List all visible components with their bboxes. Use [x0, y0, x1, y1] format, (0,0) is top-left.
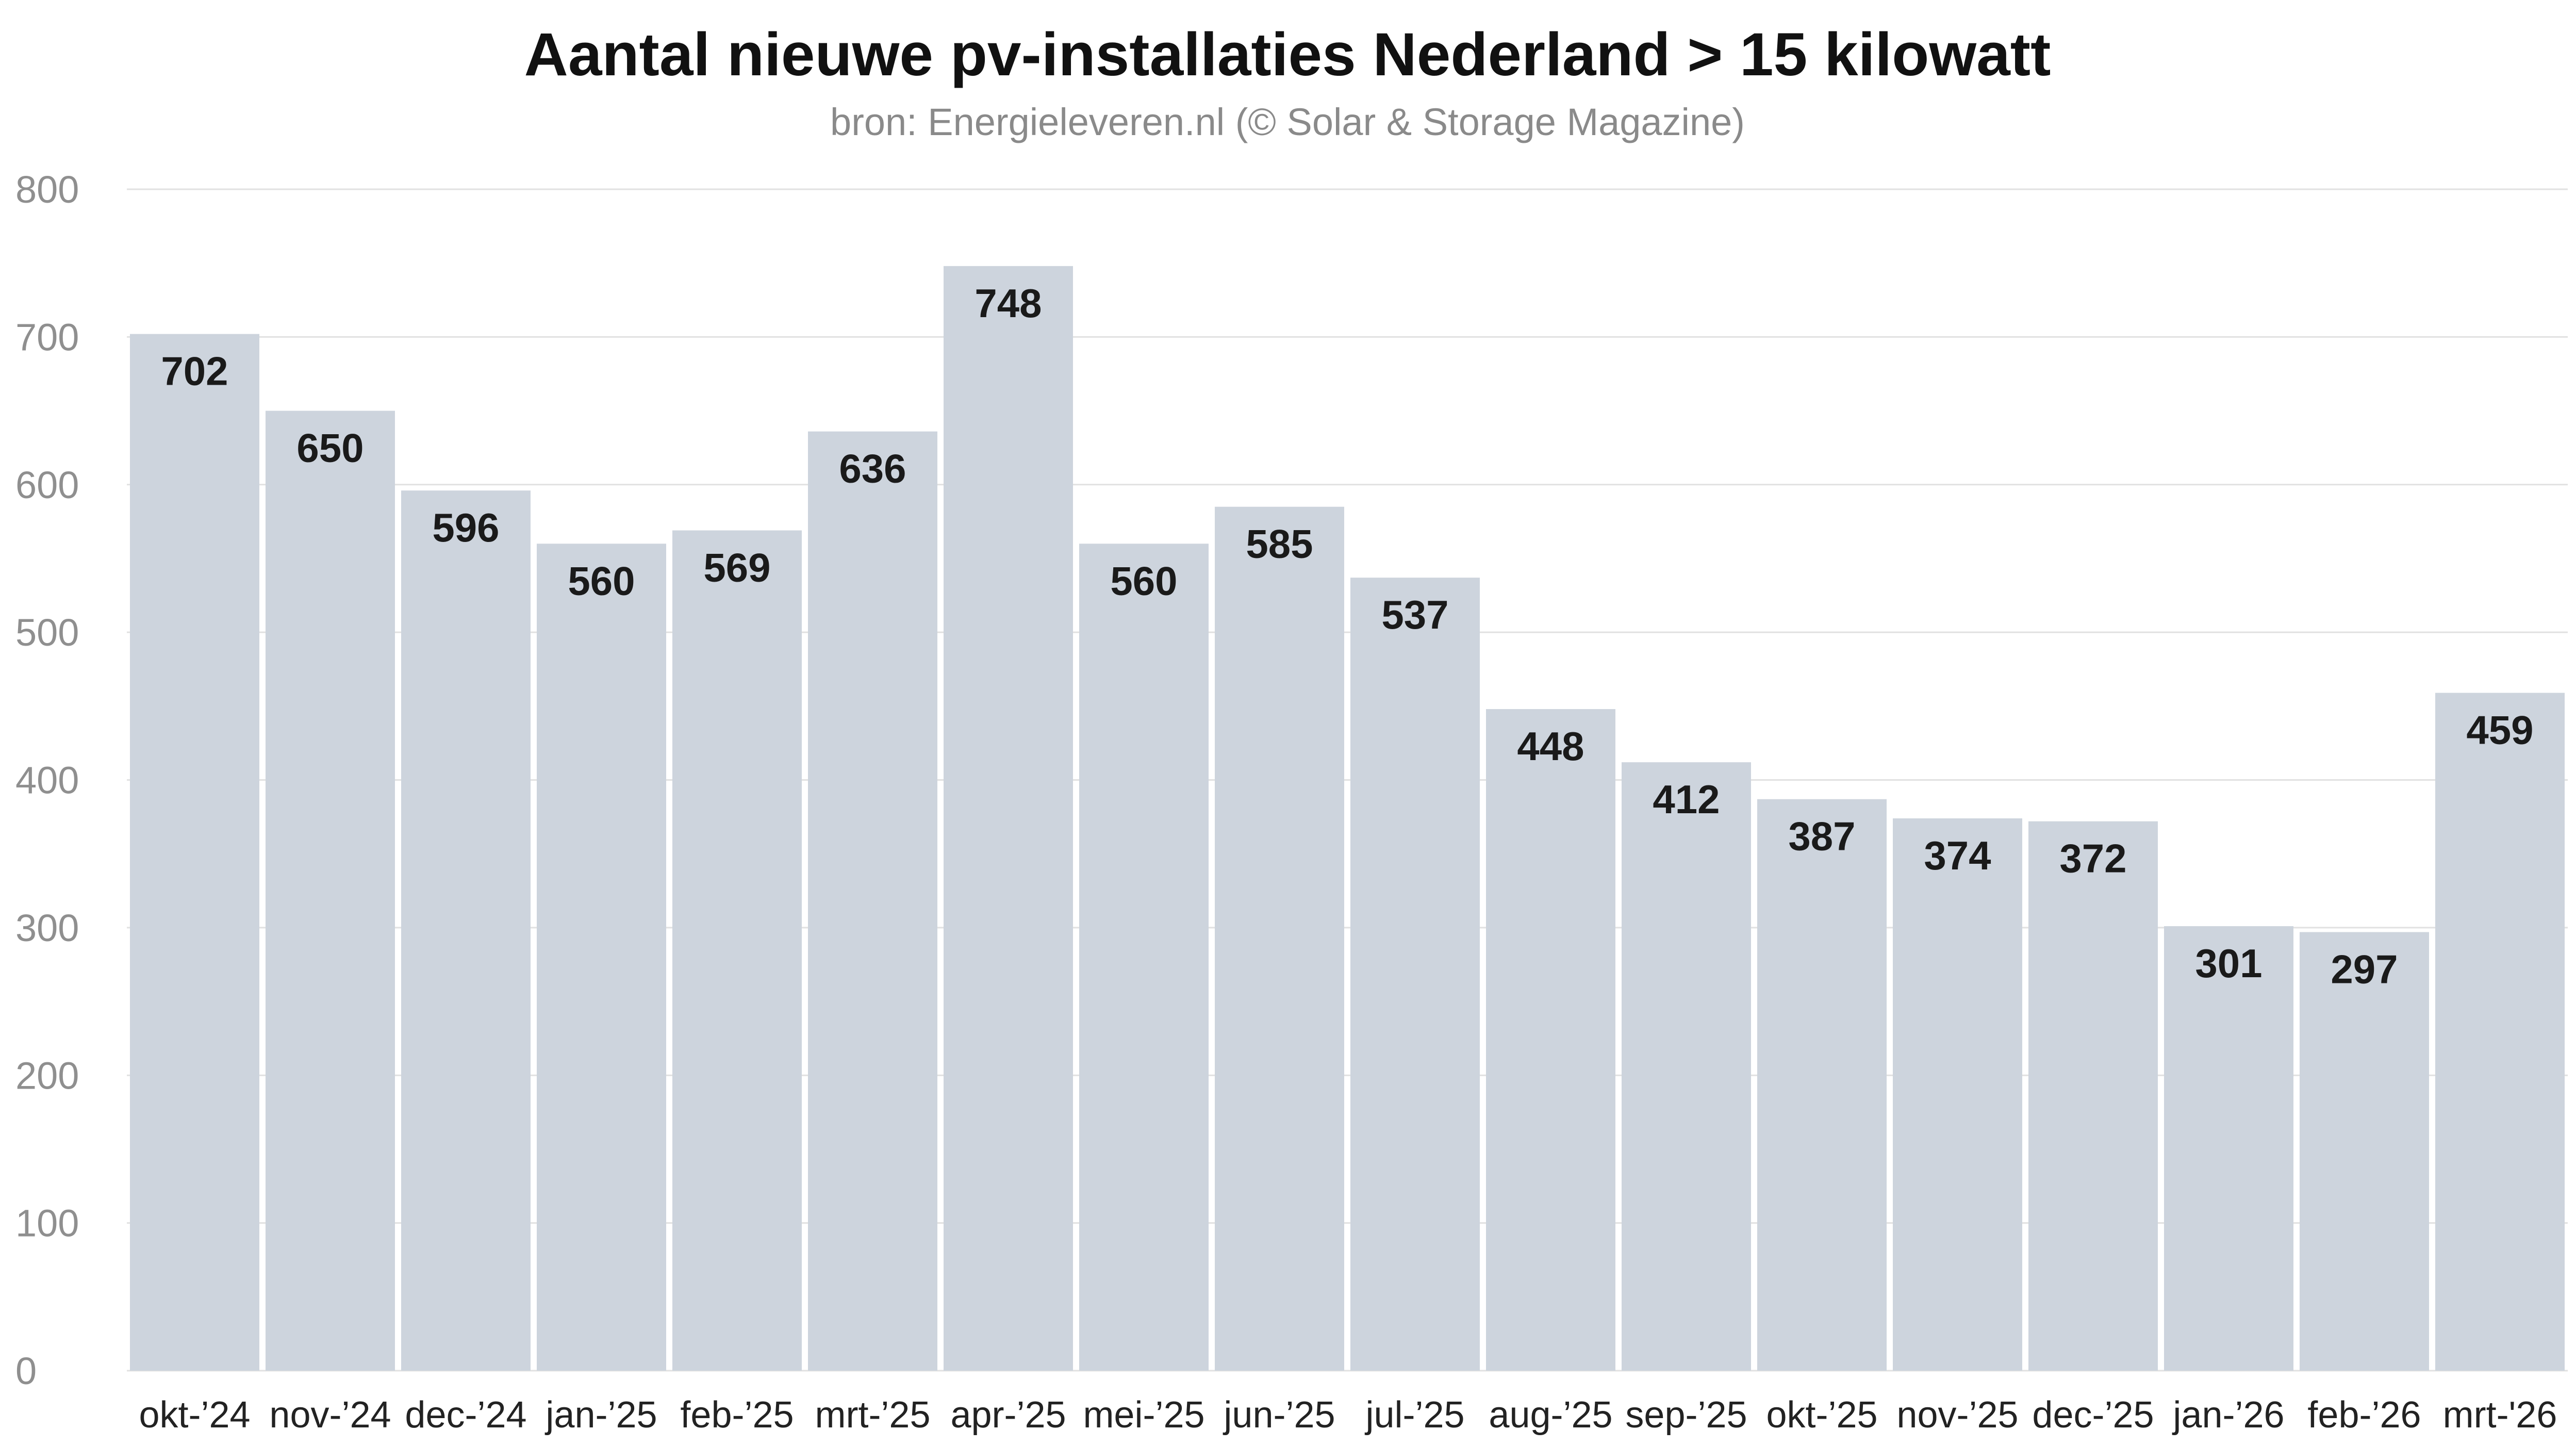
y-tick-label: 700 [15, 316, 79, 358]
data-label: 596 [432, 505, 499, 550]
chart-title: Aantal nieuwe pv-installaties Nederland … [524, 21, 2051, 89]
data-label: 412 [1653, 777, 1720, 822]
y-axis: 0 100 200 300 400 500 600 700 800 [15, 168, 79, 1392]
x-tick-label: nov-’25 [1896, 1394, 2018, 1436]
x-axis: okt-’24 nov-’24 dec-’24 jan-’25 feb-’25 mrt-’… [139, 1394, 2557, 1436]
x-tick-label: mrt-’25 [815, 1394, 930, 1436]
data-label: 560 [568, 558, 635, 603]
y-tick-label: 600 [15, 464, 79, 506]
y-tick-label: 100 [15, 1202, 79, 1245]
bar [130, 334, 259, 1371]
chart-subtitle: bron: Energieleveren.nl (© Solar & Stora… [830, 101, 1745, 143]
x-tick-label: okt-’24 [139, 1394, 250, 1436]
data-label: 297 [2331, 946, 2398, 992]
data-label: 702 [161, 349, 228, 394]
data-label: 636 [839, 446, 906, 491]
y-tick-label: 500 [15, 611, 79, 654]
bar [2435, 693, 2565, 1371]
data-label: 748 [975, 281, 1042, 326]
bar [537, 544, 666, 1371]
x-tick-label: jan-’25 [544, 1394, 657, 1436]
bar [944, 266, 1073, 1371]
bar [266, 410, 395, 1371]
x-tick-label: dec-’24 [405, 1394, 526, 1436]
bar [1622, 762, 1751, 1371]
x-tick-label: feb-’25 [680, 1394, 794, 1436]
data-label: 374 [1924, 833, 1991, 878]
data-label: 537 [1381, 592, 1448, 637]
bar [1893, 818, 2022, 1371]
bar [401, 490, 531, 1371]
x-tick-label: mei-’25 [1083, 1394, 1204, 1436]
x-tick-label: apr-’25 [950, 1394, 1066, 1436]
data-label: 650 [296, 425, 364, 471]
bar [1215, 506, 1344, 1371]
y-tick-label: 200 [15, 1054, 79, 1097]
data-label: 560 [1110, 558, 1177, 603]
x-tick-label: okt-’25 [1766, 1394, 1877, 1436]
x-tick-label: mrt-'26 [2443, 1394, 2557, 1436]
x-tick-label: jun-’25 [1223, 1394, 1335, 1436]
bar [1079, 544, 1209, 1371]
y-tick-label: 400 [15, 759, 79, 802]
bar [808, 431, 937, 1371]
x-tick-label: sep-’25 [1625, 1394, 1747, 1436]
x-tick-label: jan-’26 [2172, 1394, 2284, 1436]
y-tick-label: 300 [15, 907, 79, 949]
data-label: 372 [2059, 836, 2126, 881]
data-label: 569 [703, 545, 770, 590]
bar [1757, 799, 1887, 1371]
y-tick-label: 800 [15, 168, 79, 211]
bar [672, 530, 802, 1371]
x-tick-label: feb-’26 [2307, 1394, 2421, 1436]
data-labels: 702 650 596 560 569 636 748 560 585 537 448 412 387 3… [161, 281, 2533, 992]
x-tick-label: aug-’25 [1489, 1394, 1612, 1436]
x-tick-label: jul-’25 [1364, 1394, 1464, 1436]
bar [1350, 578, 1480, 1371]
y-tick-label: 0 [15, 1350, 37, 1392]
bar [1486, 709, 1615, 1371]
x-tick-label: nov-’24 [269, 1394, 391, 1436]
data-label: 459 [2466, 708, 2533, 753]
bar [2164, 926, 2293, 1371]
data-label: 387 [1788, 814, 1855, 859]
bars [130, 266, 2565, 1371]
data-label: 301 [2195, 941, 2262, 986]
x-tick-label: dec-’25 [2032, 1394, 2154, 1436]
bar [2300, 932, 2429, 1371]
data-label: 448 [1517, 724, 1584, 769]
bar [2028, 821, 2158, 1371]
gridlines [127, 188, 2568, 1372]
data-label: 585 [1246, 521, 1313, 567]
